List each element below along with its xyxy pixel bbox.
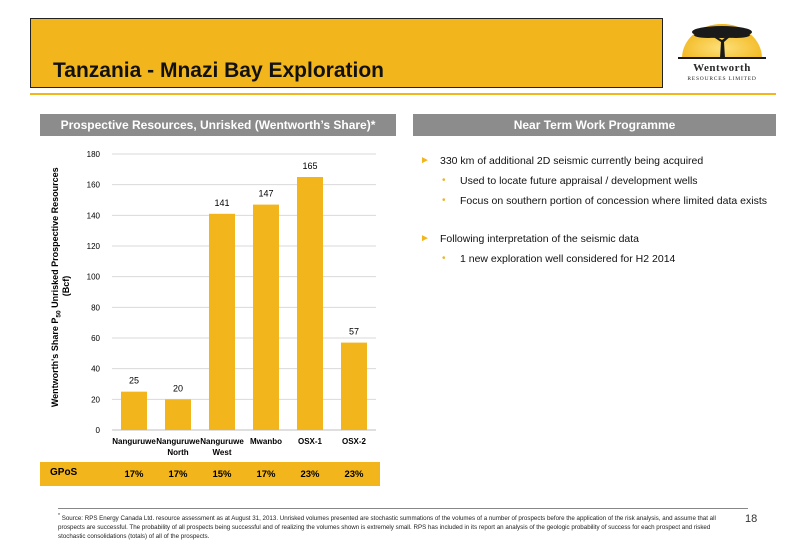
company-logo: Wentworth RESOURCES LIMITED bbox=[668, 18, 776, 90]
right-panel-header: Near Term Work Programme bbox=[413, 114, 776, 136]
data-label: 141 bbox=[214, 198, 229, 208]
acacia-tree-icon bbox=[678, 24, 766, 59]
work-programme-list: ► 330 km of additional 2D seismic curren… bbox=[420, 154, 770, 272]
x-tick-label: Mwanbo bbox=[250, 437, 282, 446]
bar-chart: 0 20 40 60 80 100 120 140 160 180 25 20 141 147 165 57… bbox=[50, 150, 376, 457]
sub-bullet: • 1 new exploration well considered for … bbox=[442, 253, 676, 265]
arrow-bullet-icon: ► bbox=[420, 233, 430, 244]
data-label: 57 bbox=[349, 327, 359, 337]
gpos-value: 15% bbox=[212, 469, 232, 480]
gpos-row bbox=[40, 462, 380, 486]
x-tick-label: Nanguruwe West bbox=[200, 437, 244, 457]
dot-bullet-icon: • bbox=[442, 195, 446, 206]
bar bbox=[165, 399, 191, 430]
footnote: * Source: RPS Energy Canada Ltd. resourc… bbox=[58, 513, 716, 541]
bar bbox=[209, 213, 235, 430]
dot-bullet-icon: • bbox=[442, 253, 446, 264]
logo-wordmark: Wentworth bbox=[693, 62, 751, 74]
sub-bullet: • Focus on southern portion of concessio… bbox=[442, 195, 767, 207]
x-tick-label: Nanguruwe North bbox=[156, 437, 200, 457]
bullet-interpretation: ► Following interpretation of the seismi… bbox=[420, 233, 640, 245]
gpos-value: 23% bbox=[344, 469, 364, 480]
y-tick-label: 0 bbox=[96, 426, 101, 435]
logo-subtitle: RESOURCES LIMITED bbox=[687, 76, 757, 82]
bar bbox=[253, 204, 279, 430]
bullet-seismic: ► 330 km of additional 2D seismic curren… bbox=[420, 155, 704, 167]
y-tick-label: 60 bbox=[91, 334, 100, 343]
y-axis-ticks: 0 20 40 60 80 100 120 140 160 180 bbox=[87, 150, 101, 435]
data-label: 25 bbox=[129, 376, 139, 386]
gpos-value: 17% bbox=[168, 469, 188, 480]
y-tick-label: 80 bbox=[91, 303, 100, 312]
y-tick-label: 120 bbox=[87, 242, 101, 251]
gpos-value: 17% bbox=[124, 469, 144, 480]
x-tick-label: Nanguruwe bbox=[112, 437, 156, 446]
y-tick-label: 20 bbox=[91, 395, 100, 404]
bar bbox=[341, 342, 367, 430]
bar bbox=[297, 177, 323, 430]
chart-bars bbox=[121, 177, 367, 430]
dot-bullet-icon: • bbox=[442, 175, 446, 186]
y-tick-label: 100 bbox=[87, 273, 101, 282]
data-label: 147 bbox=[258, 189, 273, 199]
arrow-bullet-icon: ► bbox=[420, 155, 430, 166]
data-label: 165 bbox=[302, 161, 317, 171]
chart-gridlines bbox=[112, 153, 376, 431]
page-number: 18 bbox=[745, 513, 758, 525]
footnote-divider bbox=[58, 508, 748, 509]
x-tick-label: OSX-2 bbox=[342, 437, 367, 446]
data-label: 20 bbox=[173, 383, 183, 393]
title-banner: Tanzania - Mnazi Bay Exploration bbox=[30, 18, 663, 88]
gpos-value: 23% bbox=[300, 469, 320, 480]
sub-bullet: • Used to locate future appraisal / deve… bbox=[442, 175, 698, 187]
gpos-value: 17% bbox=[256, 469, 276, 480]
y-axis-label: Wentworth's Share P50 Unrisked Prospecti… bbox=[50, 165, 71, 407]
y-tick-label: 160 bbox=[87, 181, 101, 190]
y-tick-label: 40 bbox=[91, 365, 100, 374]
gpos-label: GPoS bbox=[50, 467, 78, 478]
x-tick-label: OSX-1 bbox=[298, 437, 323, 446]
title-divider bbox=[30, 93, 776, 95]
y-tick-label: 180 bbox=[87, 150, 101, 159]
y-tick-label: 140 bbox=[87, 211, 101, 220]
bar-data-labels: 25 20 141 147 165 57 bbox=[129, 161, 359, 393]
left-panel-header: Prospective Resources, Unrisked (Wentwor… bbox=[40, 114, 396, 136]
bar bbox=[121, 391, 147, 430]
slide-title: Tanzania - Mnazi Bay Exploration bbox=[53, 59, 384, 82]
